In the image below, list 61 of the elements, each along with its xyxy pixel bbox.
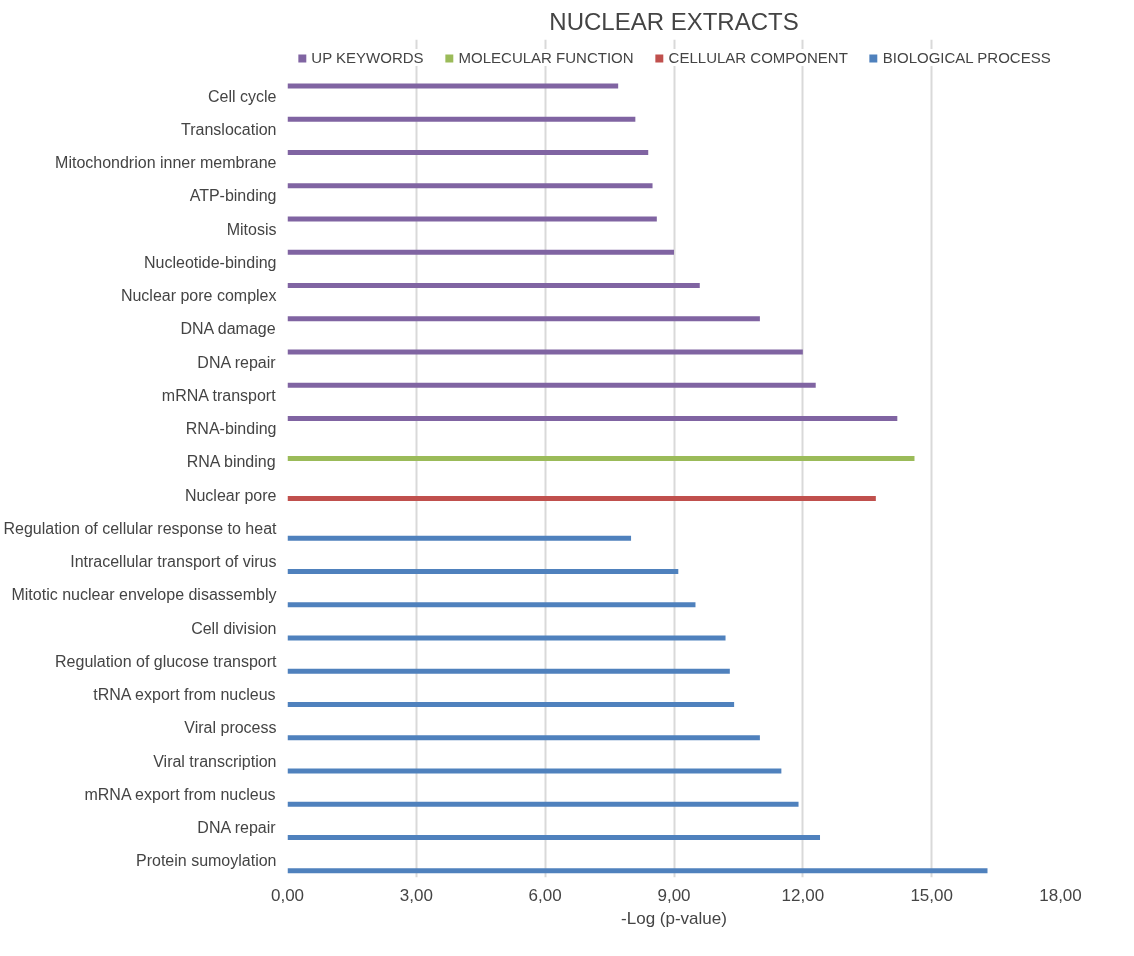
bar: [287, 216, 657, 222]
legend-label: CELLULAR COMPONENT: [668, 49, 848, 66]
bar: [287, 183, 653, 189]
y-tick-label: DNA repair: [197, 819, 277, 837]
x-tick-label: 18,00: [1039, 885, 1082, 905]
bar: [287, 801, 799, 807]
x-tick-label: 0,00: [270, 885, 305, 905]
bar: [287, 702, 735, 708]
x-tick-label: 6,00: [528, 885, 562, 905]
y-tick-label: Regulation of cellular response to heat: [3, 519, 278, 537]
bar: [287, 868, 988, 874]
legend-label: BIOLOGICAL PROCESS: [882, 49, 1051, 66]
legend-label: UP KEYWORDS: [311, 49, 424, 66]
y-tick-label: tRNA export from nucleus: [93, 686, 276, 704]
bar: [287, 768, 782, 774]
bar: [287, 249, 674, 255]
bar: [287, 283, 700, 289]
x-tick-label: 12,00: [781, 885, 825, 905]
y-tick-label: RNA-binding: [185, 420, 277, 438]
y-tick-label: mRNA export from nucleus: [84, 785, 276, 803]
x-axis-title: -Log (p-value): [621, 908, 727, 928]
y-tick-label: Mitosis: [226, 220, 277, 238]
bar: [287, 835, 821, 841]
y-tick-label: Mitochondrion inner membrane: [55, 154, 277, 172]
y-tick-label: Nuclear pore complex: [120, 287, 277, 305]
bar: [287, 382, 816, 388]
bar: [287, 150, 649, 156]
y-tick-label: Intracellular transport of virus: [70, 553, 277, 571]
y-tick-label: Viral process: [184, 719, 277, 737]
y-tick-label: Nuclear pore: [184, 486, 277, 504]
x-tick-label: 15,00: [910, 885, 953, 905]
y-tick-label: mRNA transport: [161, 386, 277, 404]
bar: [287, 668, 730, 674]
y-tick-label: Cell cycle: [208, 87, 277, 105]
chart-title: NUCLEAR EXTRACTS: [549, 7, 799, 35]
bar: [287, 735, 760, 741]
bar: [287, 316, 760, 322]
bar: [287, 116, 636, 122]
bar: [287, 456, 915, 461]
y-tick-label: Nucleotide-binding: [143, 253, 277, 271]
y-tick-label: Cell division: [191, 619, 277, 637]
y-tick-label: Translocation: [181, 120, 277, 138]
bar: [287, 349, 803, 355]
bar: [287, 416, 898, 422]
bar: [287, 535, 632, 541]
y-tick-label: DNA repair: [197, 353, 277, 371]
y-tick-label: Mitotic nuclear envelope disassembly: [11, 586, 277, 604]
y-tick-label: Protein sumoylation: [135, 852, 277, 870]
y-tick-label: ATP-binding: [189, 187, 277, 205]
y-tick-label: DNA damage: [180, 320, 276, 338]
bar: [287, 495, 876, 501]
legend-label: MOLECULAR FUNCTION: [458, 49, 634, 66]
y-tick-label: Viral transcription: [153, 752, 277, 770]
bar: [287, 83, 619, 89]
bar: [287, 569, 679, 575]
y-tick-label: RNA binding: [186, 453, 276, 471]
bar: [287, 635, 726, 641]
bar: [287, 602, 696, 608]
y-tick-label: Regulation of glucose transport: [55, 652, 278, 670]
x-tick-label: 9,00: [657, 885, 691, 905]
x-tick-label: 3,00: [399, 885, 433, 905]
